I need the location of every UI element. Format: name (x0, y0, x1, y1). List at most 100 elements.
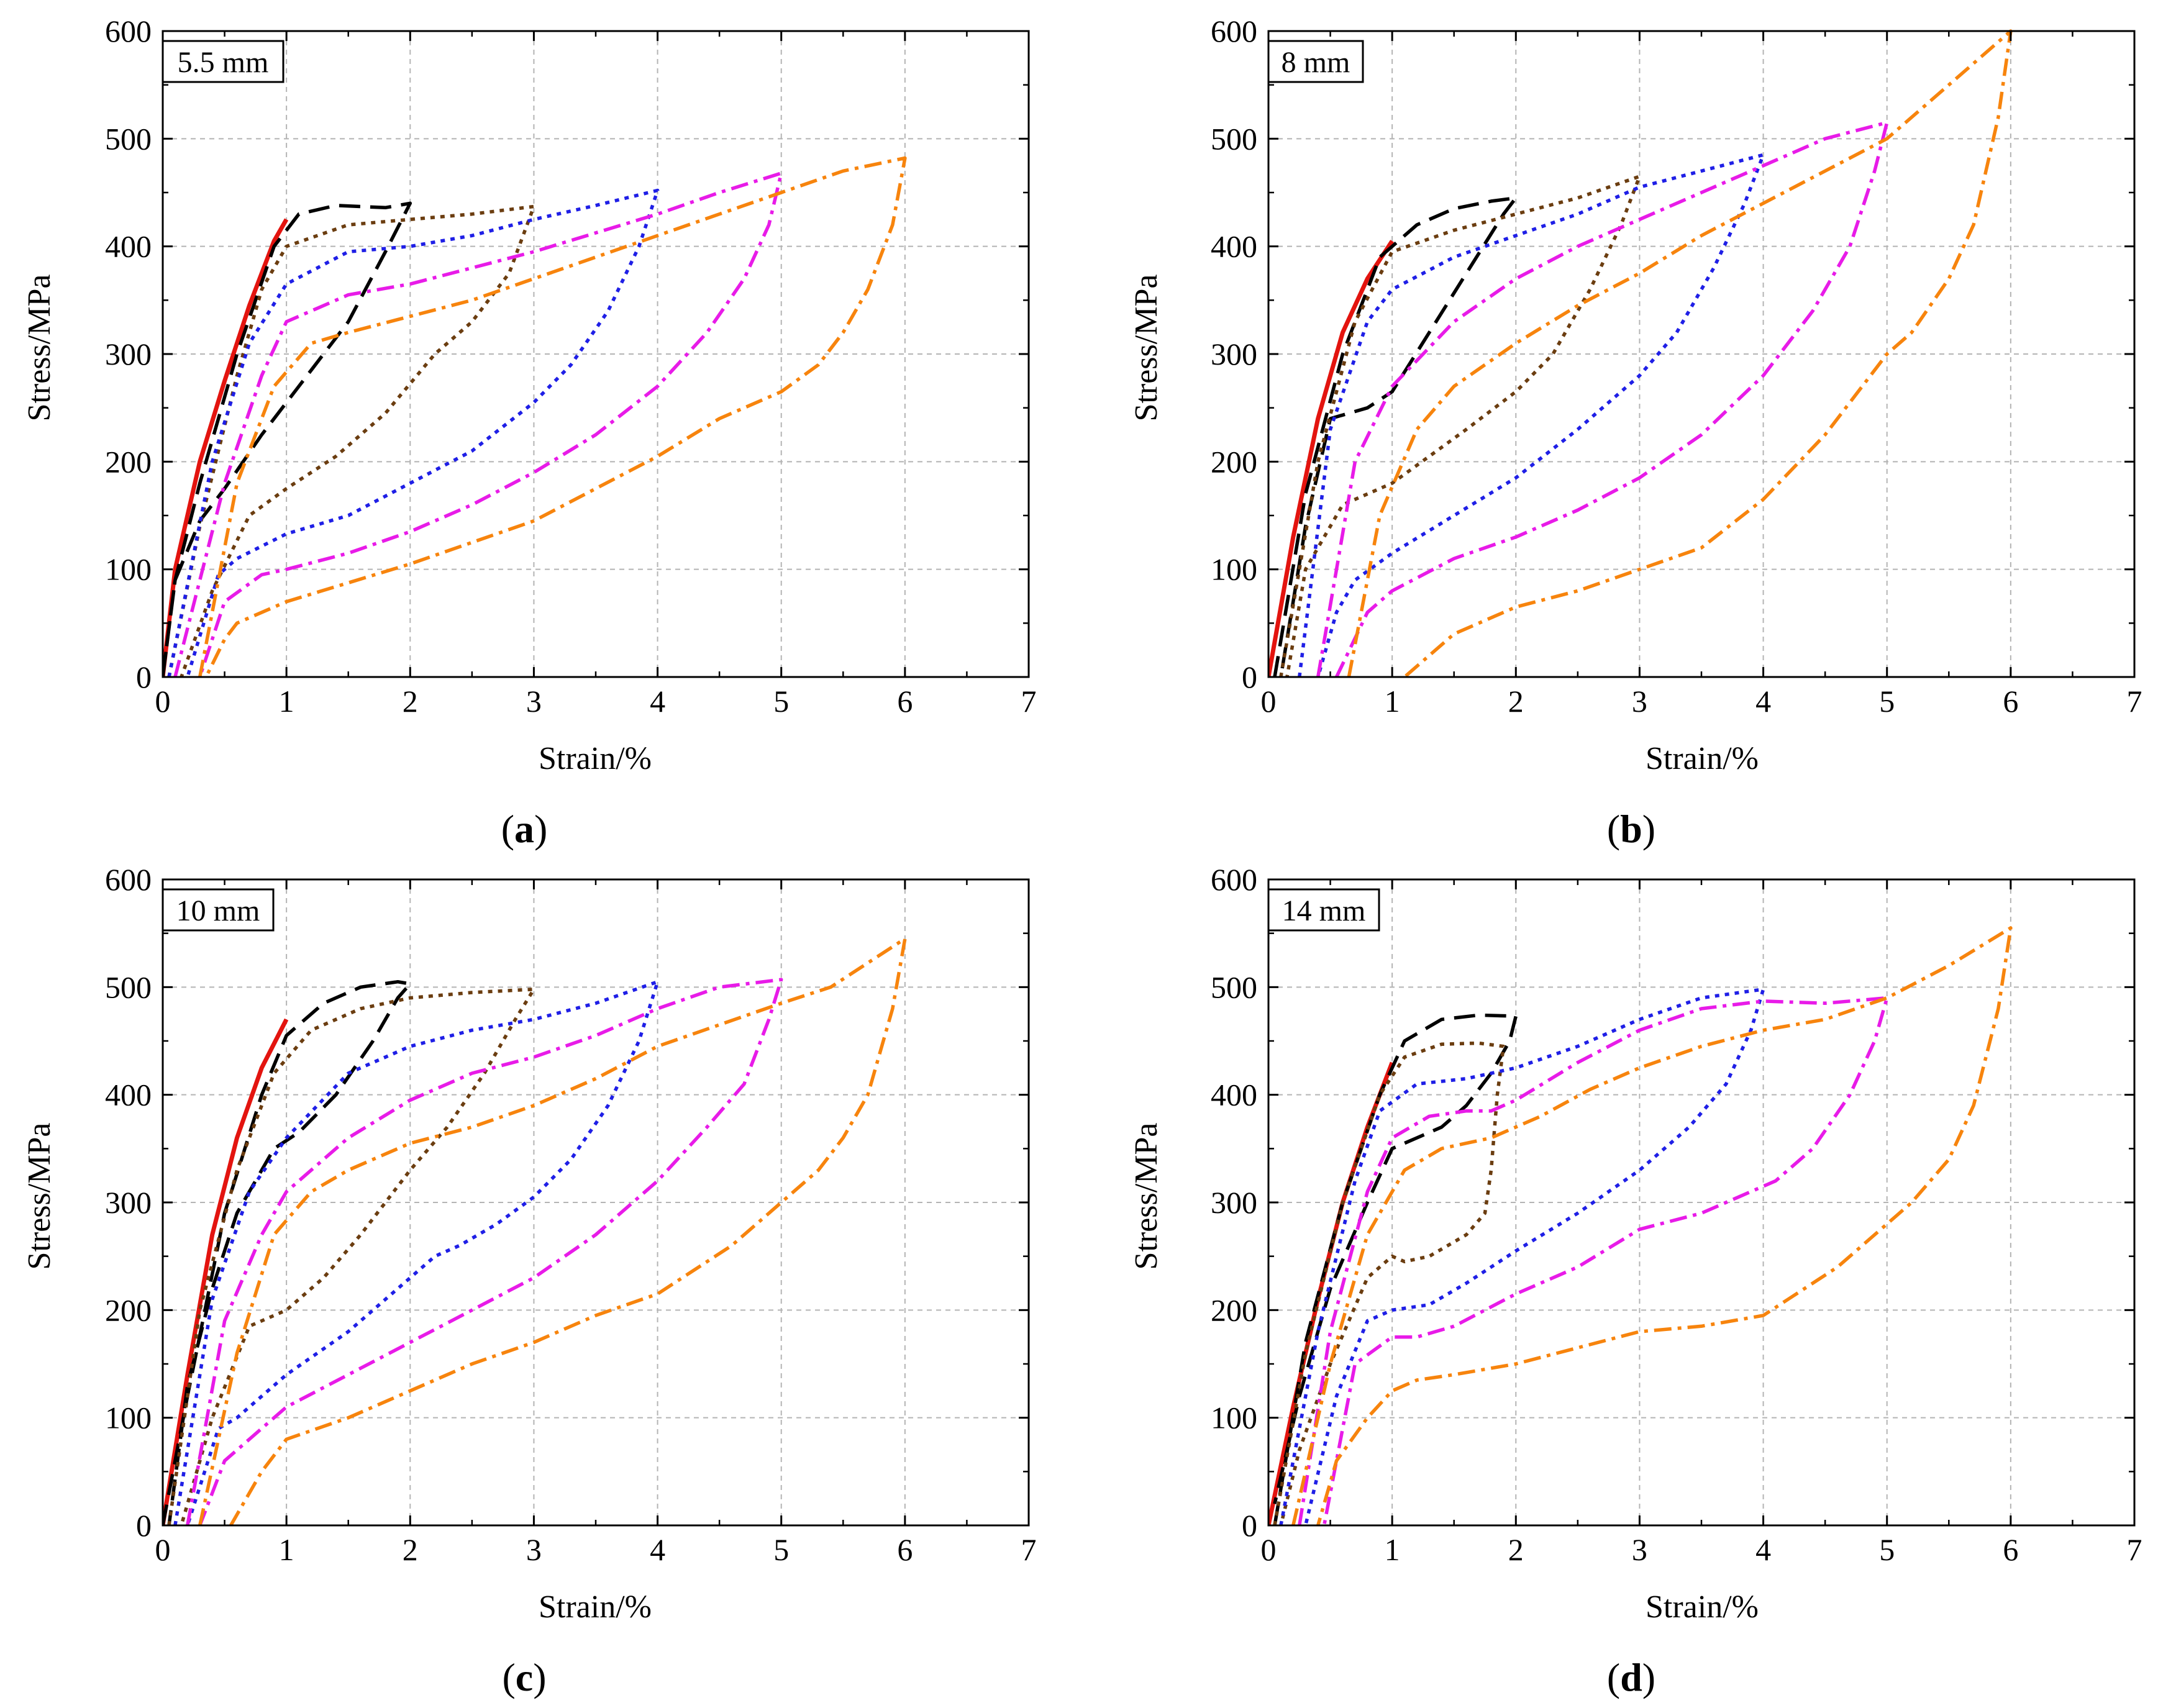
panel-a-caption: (a) (501, 807, 548, 851)
panel-d-xtick-label: 0 (1261, 1532, 1277, 1567)
panel-c-label: 10 mm (176, 894, 260, 927)
panel-a-xtick-label: 7 (1021, 684, 1037, 719)
panel-c-xtick-label: 0 (155, 1532, 171, 1567)
panel-c-ytick-label: 200 (105, 1292, 152, 1327)
panel-b-ytick-label: 100 (1211, 552, 1257, 587)
panel-c-plot: 0 1 2 3 4 5 6 7 0 100 200 300 400 500 600 (105, 862, 1037, 1567)
panel-d-plot: 0 1 2 3 4 5 6 7 0 100 200 300 400 500 600 (1211, 862, 2142, 1567)
panel-a-series-4 (167, 188, 660, 677)
panel-a-series-2 (163, 201, 412, 677)
panel-a-series-1 (163, 218, 289, 677)
panel-d-xtick-label: 2 (1508, 1532, 1524, 1567)
panel-b-series-1 (1268, 240, 1395, 677)
panel-d-xtick-label: 1 (1385, 1532, 1400, 1567)
panel-d-caption-letter: d (1620, 1655, 1642, 1699)
panel-a-xtick-label: 4 (650, 684, 665, 719)
panel-a-series-5 (173, 171, 783, 677)
panel-b-ytick-label: 400 (1211, 229, 1257, 264)
panel-c-series-1 (163, 1018, 289, 1525)
panel-b-label-box (1267, 40, 1364, 83)
panel-b-ytick-label: 300 (1211, 337, 1257, 371)
panel-b-ytick-label: 200 (1211, 444, 1257, 479)
panel-d: 0 1 2 3 4 5 6 7 0 100 200 300 400 500 600 14 mm Strain… (1129, 862, 2142, 1699)
panel-a-ytick-label: 100 (105, 552, 152, 587)
panel-c-caption: (c) (502, 1655, 546, 1699)
panel-a-xtick-label: 0 (155, 684, 171, 719)
panel-d-label-box (1267, 888, 1380, 932)
panel-b-caption: (b) (1607, 807, 1655, 851)
panel-a-ytick-label: 0 (136, 660, 152, 694)
panel-a-ytick-label: 200 (105, 444, 152, 479)
panel-b-xtick-label: 5 (1879, 684, 1895, 719)
panel-c-caption-letter: c (516, 1655, 533, 1699)
panel-a-xlabel: Strain/% (539, 741, 652, 776)
panel-d-series-6 (1291, 926, 2013, 1525)
panel-c-ytick-label: 500 (105, 970, 152, 1004)
panel-b-xtick-label: 3 (1632, 684, 1647, 719)
panel-d-label: 14 mm (1282, 894, 1366, 927)
panel-b-ytick-label: 0 (1242, 660, 1257, 694)
panel-d-ylabel: Stress/MPa (1129, 1123, 1164, 1270)
panel-c-ytick-label: 100 (105, 1401, 152, 1435)
panel-a-xtick-label: 3 (526, 684, 542, 719)
panel-d-ytick-label: 100 (1211, 1401, 1257, 1435)
panel-c-series-3 (167, 988, 536, 1525)
panel-c-ylabel: Stress/MPa (22, 1123, 57, 1270)
panel-c-ytick-label: 0 (136, 1508, 152, 1543)
panel-a-label-box (162, 40, 285, 83)
panel-c-ytick-label: 600 (105, 862, 152, 897)
panel-a-series-3 (167, 204, 536, 677)
panel-c-xtick-label: 5 (773, 1532, 789, 1567)
panel-d-series-5 (1298, 996, 1889, 1525)
panel-b-xtick-label: 4 (1755, 684, 1771, 719)
panel-d-xtick-label: 4 (1755, 1532, 1771, 1567)
panel-d-ytick-label: 300 (1211, 1185, 1257, 1220)
panel-d-ytick-label: 600 (1211, 862, 1257, 897)
panel-c-xtick-label: 3 (526, 1532, 542, 1567)
panel-c-xtick-label: 1 (279, 1532, 294, 1567)
panel-a-series-6 (198, 156, 907, 677)
panel-b: 0 1 2 3 4 5 6 7 0 100 200 300 400 500 600 8 mm Strain/… (1129, 14, 2142, 851)
panel-c-series-6 (198, 937, 907, 1525)
panel-a: 0 1 2 3 4 5 6 7 0 100 200 300 400 500 600 5.5 mm Strai… (22, 14, 1037, 851)
panel-a-ytick-label: 300 (105, 337, 152, 371)
panel-c-series-5 (186, 978, 783, 1525)
panel-d-ytick-label: 500 (1211, 970, 1257, 1004)
panel-d-ytick-label: 0 (1242, 1508, 1257, 1543)
panel-b-ytick-label: 500 (1211, 121, 1257, 156)
panel-b-xtick-label: 7 (2127, 684, 2142, 719)
panel-b-xtick-label: 2 (1508, 684, 1524, 719)
panel-a-ytick-label: 500 (105, 121, 152, 156)
panel-b-series-2 (1273, 196, 1518, 677)
panel-a-plot: 0 1 2 3 4 5 6 7 0 100 200 300 400 500 600 (105, 14, 1037, 719)
panel-a-ylabel: Stress/MPa (22, 275, 57, 422)
panel-a-xtick-label: 2 (403, 684, 418, 719)
panel-a-xtick-label: 6 (897, 684, 913, 719)
panel-d-xtick-label: 5 (1879, 1532, 1895, 1567)
panel-d-xtick-label: 3 (1632, 1532, 1647, 1567)
panel-c-ytick-label: 400 (105, 1078, 152, 1112)
panel-d-series-4 (1279, 988, 1765, 1525)
panel-b-plot: 0 1 2 3 4 5 6 7 0 100 200 300 400 500 600 (1211, 14, 2142, 719)
panel-c: 0 1 2 3 4 5 6 7 0 100 200 300 400 500 600 10 mm Strain… (22, 862, 1037, 1699)
panel-b-xlabel: Strain/% (1646, 741, 1759, 776)
panel-b-label: 8 mm (1282, 46, 1350, 79)
panel-b-series-5 (1316, 120, 1889, 677)
panel-d-xtick-label: 7 (2127, 1532, 2142, 1567)
panel-d-ytick-label: 400 (1211, 1078, 1257, 1112)
panel-c-xtick-label: 2 (403, 1532, 418, 1567)
panel-c-xtick-label: 4 (650, 1532, 665, 1567)
panel-b-series-4 (1298, 153, 1765, 677)
panel-a-xtick-label: 5 (773, 684, 789, 719)
panel-b-ylabel: Stress/MPa (1129, 275, 1164, 422)
panel-c-label-box (162, 888, 275, 932)
panel-d-caption: (d) (1607, 1655, 1655, 1699)
panel-c-xtick-label: 6 (897, 1532, 913, 1567)
panel-d-ytick-label: 200 (1211, 1292, 1257, 1327)
panel-c-ytick-label: 300 (105, 1185, 152, 1220)
panel-a-label: 5.5 mm (178, 46, 269, 79)
panel-a-xtick-label: 1 (279, 684, 294, 719)
panel-d-xlabel: Strain/% (1646, 1589, 1759, 1625)
panel-b-series-3 (1279, 175, 1642, 677)
panel-d-xtick-label: 6 (2003, 1532, 2018, 1567)
